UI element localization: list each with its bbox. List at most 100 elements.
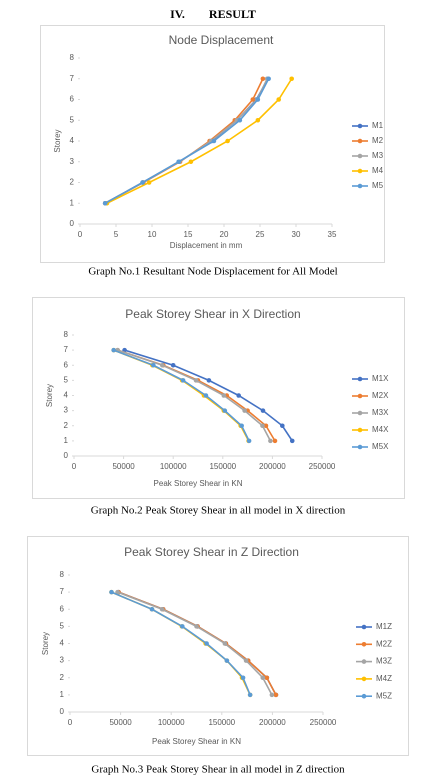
point <box>188 159 194 165</box>
caption: Graph No.1 Resultant Node Displacement f… <box>88 266 337 278</box>
x-tick-label: 50000 <box>112 462 135 471</box>
legend-label: M5 <box>372 181 384 190</box>
y-tick-label: 2 <box>60 673 65 682</box>
point <box>180 624 185 629</box>
point <box>260 408 266 413</box>
chart-title: Peak Storey Shear in X Direction <box>125 307 300 321</box>
point <box>224 658 230 663</box>
point <box>247 692 253 698</box>
point <box>269 692 275 698</box>
legend-marker <box>357 123 363 129</box>
point <box>193 378 199 383</box>
y-tick-label: 2 <box>70 178 75 187</box>
legend-marker <box>357 393 363 399</box>
x-tick-label: 50000 <box>109 718 132 727</box>
x-tick-label: 35 <box>328 230 337 239</box>
x-tick-label: 30 <box>292 230 301 239</box>
point <box>273 692 279 698</box>
legend-marker <box>357 427 363 433</box>
legend-label: M2Z <box>376 639 392 648</box>
legend-marker <box>357 138 363 144</box>
caption: Graph No.3 Peak Storey Shear in all mode… <box>91 764 345 776</box>
point <box>149 606 155 612</box>
point <box>151 362 156 368</box>
section-heading: IV. RESULT <box>170 7 256 21</box>
x-tick-label: 100000 <box>160 462 187 471</box>
legend-marker <box>361 624 367 630</box>
legend-label: M1X <box>372 374 389 383</box>
point <box>255 117 261 123</box>
legend-marker <box>361 693 367 699</box>
y-tick-label: 6 <box>60 604 65 613</box>
x-tick-label: 10 <box>148 230 157 239</box>
y-tick-label: 1 <box>60 690 65 699</box>
point <box>263 423 269 429</box>
point <box>204 641 209 646</box>
legend-marker <box>357 410 363 416</box>
point <box>242 408 247 413</box>
x-tick-label: 150000 <box>209 462 236 471</box>
y-tick-label: 1 <box>70 198 75 207</box>
point <box>276 97 282 102</box>
point <box>115 589 120 595</box>
point <box>211 138 217 144</box>
point <box>243 658 249 663</box>
point <box>289 76 294 82</box>
y-tick-label: 7 <box>70 74 75 83</box>
chart-title: Node Displacement <box>169 33 274 47</box>
legend-label: M3 <box>372 151 384 160</box>
legend-label: M4 <box>372 166 384 175</box>
point <box>102 200 108 206</box>
legend-label: M1Z <box>376 622 392 631</box>
legend-label: M2X <box>372 391 389 400</box>
y-tick-label: 5 <box>60 621 65 630</box>
point <box>225 138 230 144</box>
x-tick-label: 25 <box>256 230 265 239</box>
legend-marker <box>357 153 363 159</box>
point <box>289 438 295 444</box>
x-axis-label: Peak Storey Shear in KN <box>152 737 241 746</box>
x-tick-label: 100000 <box>158 718 185 727</box>
x-tick-label: 20 <box>220 230 229 239</box>
x-tick-label: 150000 <box>208 718 235 727</box>
x-tick-label: 250000 <box>309 462 336 471</box>
point <box>159 362 165 368</box>
legend-marker <box>357 183 363 189</box>
legend-label: M2 <box>372 136 384 145</box>
x-tick-label: 200000 <box>259 718 286 727</box>
y-tick-label: 7 <box>64 345 69 354</box>
y-tick-label: 8 <box>70 53 75 62</box>
y-tick-label: 2 <box>64 421 69 430</box>
y-tick-label: 0 <box>64 451 69 460</box>
y-tick-label: 5 <box>64 375 69 384</box>
point <box>240 675 246 681</box>
y-tick-label: 4 <box>64 391 69 400</box>
point <box>268 438 273 444</box>
legend-marker <box>361 642 367 647</box>
chart-frame <box>40 25 385 263</box>
point <box>266 76 271 82</box>
x-tick-label: 0 <box>72 462 77 471</box>
point <box>237 117 243 123</box>
caption: Graph No.2 Peak Storey Shear in all mode… <box>91 505 346 517</box>
point <box>111 347 116 353</box>
chart-frame <box>27 536 409 756</box>
point <box>109 589 114 595</box>
point <box>221 393 227 398</box>
point <box>236 393 241 398</box>
point <box>203 393 209 398</box>
point <box>264 675 270 681</box>
point <box>260 423 265 429</box>
point <box>260 675 266 681</box>
y-tick-label: 0 <box>70 219 75 228</box>
legend-marker <box>357 168 363 174</box>
y-axis-label: Storey <box>45 384 54 407</box>
y-axis-label: Storey <box>53 129 62 152</box>
y-tick-label: 1 <box>64 436 69 445</box>
point <box>222 641 228 646</box>
y-tick-label: 4 <box>60 639 65 648</box>
point <box>246 438 252 444</box>
x-tick-label: 15 <box>184 230 193 239</box>
legend-marker <box>357 444 363 450</box>
